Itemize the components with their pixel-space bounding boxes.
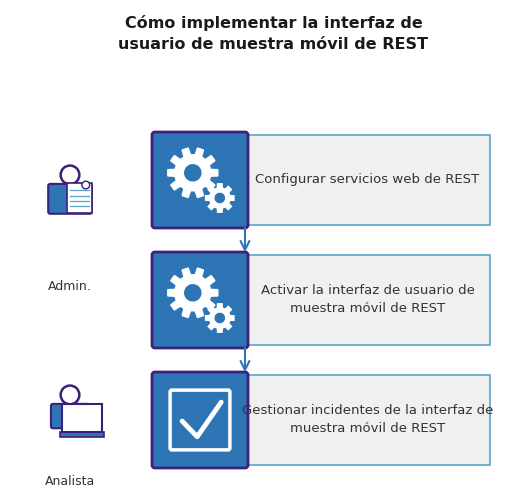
Polygon shape [168, 148, 218, 198]
Text: Gestionar incidentes de la interfaz de
muestra móvil de REST: Gestionar incidentes de la interfaz de m… [242, 404, 493, 436]
Text: Cómo implementar la interfaz de
usuario de muestra móvil de REST: Cómo implementar la interfaz de usuario … [119, 15, 428, 52]
Circle shape [82, 181, 90, 189]
Bar [67, 182, 92, 213]
Circle shape [61, 166, 80, 184]
Polygon shape [205, 184, 234, 212]
Polygon shape [215, 194, 225, 202]
Bar [155, 375, 490, 465]
Polygon shape [168, 268, 218, 318]
FancyBboxPatch shape [48, 184, 92, 214]
Polygon shape [185, 284, 201, 301]
Text: Configurar servicios web de REST: Configurar servicios web de REST [256, 174, 480, 186]
Text: Analista: Analista [45, 475, 95, 488]
FancyBboxPatch shape [152, 132, 248, 228]
Bar [155, 255, 490, 345]
Bar [60, 432, 104, 437]
Text: Admin.: Admin. [48, 280, 92, 293]
Bar [62, 404, 102, 431]
FancyBboxPatch shape [51, 404, 89, 428]
FancyBboxPatch shape [152, 372, 248, 468]
Polygon shape [185, 164, 201, 181]
Circle shape [61, 386, 80, 404]
Text: Activar la interfaz de usuario de
muestra móvil de REST: Activar la interfaz de usuario de muestr… [261, 284, 475, 316]
FancyBboxPatch shape [152, 252, 248, 348]
Polygon shape [205, 304, 234, 332]
Polygon shape [215, 314, 225, 322]
Bar [155, 135, 490, 225]
